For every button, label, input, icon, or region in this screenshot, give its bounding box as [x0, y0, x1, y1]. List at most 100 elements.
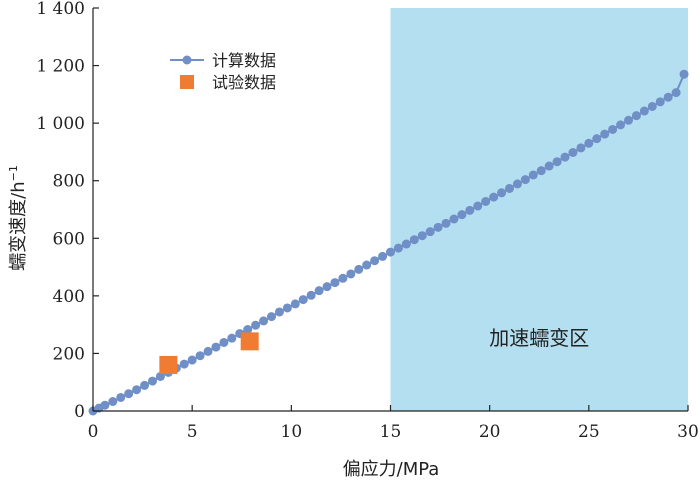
- data-point-calc: [298, 295, 308, 305]
- data-point-calc: [267, 312, 276, 322]
- data-point-calc: [552, 157, 562, 167]
- data-point-calc: [505, 183, 514, 193]
- x-tick-label: 20: [479, 422, 501, 442]
- zone-label: 加速蠕变区: [489, 326, 589, 350]
- data-point-calc: [663, 92, 673, 102]
- data-point-calc: [655, 97, 665, 107]
- data-point-calc: [370, 256, 380, 266]
- data-point-calc: [449, 214, 459, 224]
- data-point-calc: [608, 124, 618, 134]
- y-tick-label: 200: [53, 344, 85, 364]
- data-point-calc: [251, 320, 261, 330]
- x-tick-label: 30: [677, 422, 699, 442]
- accelerated-creep-zone: [390, 8, 688, 411]
- data-point-calc: [568, 148, 578, 158]
- data-point-calc: [187, 355, 197, 365]
- data-point-calc: [148, 376, 157, 386]
- y-tick-label: 1 400: [36, 0, 85, 19]
- data-point-calc: [409, 235, 419, 245]
- data-point-calc: [386, 247, 395, 257]
- x-tick-label: 25: [578, 422, 600, 442]
- data-point-calc: [243, 325, 253, 335]
- x-tick-label: 5: [187, 422, 198, 442]
- data-point-calc: [600, 129, 610, 139]
- y-tick-label: 0: [74, 402, 85, 422]
- data-point-calc: [330, 278, 340, 288]
- data-point-calc: [576, 143, 586, 153]
- y-axis-title-main: 蠕变速度/h: [8, 181, 29, 270]
- data-point-test: [159, 355, 178, 374]
- data-point-calc: [473, 201, 483, 211]
- legend-marker-calc: [182, 55, 192, 65]
- x-tick-label: 10: [281, 422, 303, 442]
- data-point-calc: [401, 239, 411, 249]
- data-point-calc: [155, 371, 165, 381]
- data-point-calc: [584, 138, 594, 148]
- data-point-calc: [195, 351, 205, 361]
- data-point-calc: [338, 273, 348, 283]
- data-point-calc: [417, 231, 427, 241]
- y-tick-label: 1 000: [36, 114, 85, 134]
- data-point-calc: [497, 188, 507, 198]
- data-point-calc: [441, 218, 451, 228]
- data-point-calc: [179, 359, 189, 369]
- x-axis-title: 偏应力/MPa: [343, 459, 440, 480]
- y-axis-title: 蠕变速度/h−1: [7, 165, 29, 271]
- data-point-calc: [560, 152, 570, 162]
- data-point-calc: [624, 115, 633, 125]
- svg-text:蠕变速度/h−1: 蠕变速度/h−1: [7, 165, 29, 271]
- data-point-calc: [314, 286, 324, 296]
- data-point-calc: [290, 299, 300, 309]
- data-point-calc: [227, 333, 237, 343]
- data-point-calc: [282, 303, 292, 313]
- data-point-calc: [647, 101, 657, 111]
- legend: 计算数据 试验数据: [170, 51, 276, 92]
- data-point-calc: [322, 282, 332, 292]
- data-point-calc: [378, 251, 388, 261]
- data-point-calc: [433, 222, 443, 232]
- data-point-calc: [108, 397, 118, 407]
- data-point-calc: [544, 161, 554, 171]
- x-tick-label: 15: [380, 422, 402, 442]
- data-point-calc: [616, 120, 626, 130]
- y-axis-title-sup: −1: [7, 165, 20, 181]
- y-tick-label: 400: [53, 287, 85, 307]
- y-tick-label: 1 200: [36, 57, 85, 77]
- data-point-calc: [259, 316, 269, 326]
- data-point-calc: [457, 210, 467, 220]
- data-point-calc: [100, 400, 110, 410]
- data-point-calc: [354, 264, 364, 274]
- data-point-calc: [346, 269, 356, 279]
- data-point-calc: [362, 260, 372, 270]
- data-point-calc: [393, 243, 403, 253]
- x-tick-label: 0: [88, 422, 99, 442]
- legend-marker-test: [180, 75, 194, 89]
- data-point-calc: [465, 205, 475, 215]
- legend-label-calc: 计算数据: [212, 51, 276, 70]
- data-point-calc: [536, 166, 546, 176]
- data-point-calc: [124, 389, 134, 399]
- data-point-calc: [203, 346, 213, 356]
- y-tick-label: 800: [53, 172, 85, 192]
- data-point-calc: [211, 342, 221, 352]
- data-point-calc: [671, 88, 681, 98]
- data-point-calc: [140, 380, 150, 390]
- data-point-calc: [679, 69, 689, 79]
- data-point-calc: [425, 227, 435, 237]
- legend-label-test: 试验数据: [212, 73, 276, 92]
- y-tick-label: 600: [53, 229, 85, 249]
- data-point-calc: [512, 179, 522, 189]
- data-point-calc: [306, 290, 316, 300]
- data-point-calc: [274, 307, 284, 317]
- data-point-calc: [592, 134, 602, 144]
- data-point-calc: [132, 385, 142, 395]
- data-point-calc: [631, 111, 641, 121]
- data-point-calc: [639, 106, 649, 116]
- data-point-calc: [520, 175, 530, 185]
- data-point-calc: [489, 192, 499, 202]
- data-point-calc: [481, 196, 491, 206]
- data-point-test: [240, 332, 259, 351]
- series-layer: [88, 69, 689, 416]
- data-point-calc: [528, 170, 538, 180]
